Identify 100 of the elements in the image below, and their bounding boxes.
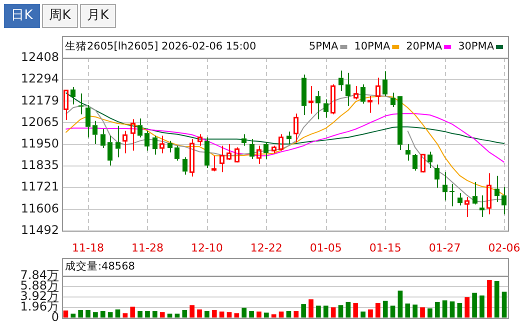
bar: [86, 310, 90, 318]
bar: [138, 311, 142, 318]
bar: [212, 310, 217, 318]
candlestick: [324, 98, 328, 118]
x-tick-label: 02-06: [488, 241, 520, 254]
bar: [130, 306, 136, 318]
x-tick-label: 01-05: [310, 241, 342, 254]
bar: [382, 300, 388, 318]
bar: [316, 306, 321, 318]
bar: [256, 312, 262, 318]
bar: [278, 312, 284, 318]
bar: [398, 290, 403, 318]
bar: [294, 311, 299, 318]
bar: [308, 299, 314, 318]
candlestick: [220, 145, 224, 173]
bar: [346, 302, 351, 318]
legend-label: 20PMA: [406, 40, 443, 53]
text: 月K: [80, 4, 116, 28]
candlestick: [204, 136, 210, 168]
bar: [145, 311, 150, 318]
bar: [108, 312, 113, 318]
bar: [360, 312, 366, 318]
y-tick-label: 12179: [20, 93, 59, 108]
legend-label: 5PMA: [308, 40, 340, 53]
candlestick: [138, 118, 142, 138]
candlestick: [182, 156, 188, 176]
bar: [464, 297, 470, 318]
candlestick: [376, 77, 380, 105]
bar: [78, 310, 83, 318]
candlestick: [502, 186, 506, 215]
x-tick-label: 01-27: [428, 241, 461, 254]
y-tick-label: 11721: [20, 180, 59, 194]
bar: [234, 313, 240, 318]
bar: [286, 311, 292, 318]
bar: [472, 292, 477, 318]
bar: [442, 300, 448, 318]
candlestick: [286, 131, 292, 145]
bar: [242, 308, 247, 318]
bar: [219, 312, 224, 318]
candlestick: [92, 120, 98, 145]
candlestick: [116, 125, 120, 158]
text: 日K: [4, 4, 40, 28]
bar: [100, 311, 106, 318]
chart-title: 成交量:48568: [65, 260, 135, 273]
bar: [434, 302, 440, 318]
bar: [63, 310, 68, 318]
text: 周K: [42, 4, 78, 28]
bar: [182, 310, 188, 318]
y-tick-label: 12065: [20, 114, 59, 129]
bar: [494, 281, 500, 318]
candlestick: [442, 172, 448, 201]
bar: [420, 307, 425, 318]
candlestick: [70, 86, 76, 105]
bar: [264, 312, 269, 318]
candlestick: [152, 135, 158, 156]
bar: [167, 314, 172, 318]
y-tick-label: 11835: [20, 158, 59, 172]
bar: [405, 304, 410, 318]
bar: [249, 311, 254, 318]
bar: [480, 296, 484, 318]
bar: [323, 306, 328, 318]
x-tick-label: 12-10: [190, 241, 223, 254]
candlestick: [346, 72, 350, 106]
bar: [122, 313, 128, 318]
candlestick: [406, 144, 410, 162]
bar: [487, 280, 492, 318]
candlestick: [160, 135, 164, 154]
bar: [160, 312, 165, 318]
bar: [70, 314, 76, 318]
y-tick-label: 11950: [20, 136, 59, 151]
candlestick: [250, 138, 254, 160]
bar: [93, 312, 98, 318]
bar: [412, 304, 418, 318]
bar: [390, 306, 396, 318]
candlestick: [458, 192, 462, 206]
candlestick: [302, 74, 306, 116]
bar: [197, 309, 202, 318]
candlestick: [242, 134, 246, 146]
bar: [450, 301, 455, 318]
x-tick-label: 01-15: [369, 241, 402, 254]
candlestick: [100, 128, 106, 148]
y-tick-label: 12294: [20, 72, 59, 86]
bar: [376, 303, 380, 318]
bar: [190, 305, 194, 318]
bar: [271, 314, 276, 318]
legend-label: 30PMA: [458, 40, 495, 53]
bar: [152, 311, 158, 318]
bar: [204, 311, 210, 318]
candlestick: [434, 164, 440, 188]
bar: [174, 314, 180, 318]
candlestick: [308, 86, 314, 114]
bar: [502, 292, 507, 318]
bar: [353, 303, 358, 318]
candlestick: [316, 90, 320, 120]
bar: [457, 303, 462, 318]
candlestick: [108, 135, 112, 166]
candlestick: [450, 183, 454, 207]
candlestick: [390, 92, 396, 108]
candlestick: [428, 151, 432, 168]
bar: [301, 304, 306, 318]
